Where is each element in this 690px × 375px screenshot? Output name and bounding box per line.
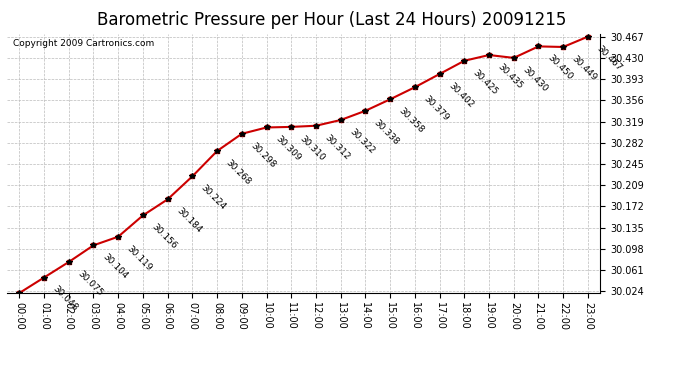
Text: 30.021: 30.021: [0, 374, 1, 375]
Text: 30.338: 30.338: [373, 118, 401, 147]
Text: 30.309: 30.309: [273, 134, 302, 163]
Text: Copyright 2009 Cartronics.com: Copyright 2009 Cartronics.com: [13, 39, 154, 48]
Text: 30.119: 30.119: [125, 244, 154, 272]
Text: 30.449: 30.449: [570, 54, 599, 82]
Text: 30.075: 30.075: [76, 269, 104, 298]
Text: 30.322: 30.322: [348, 127, 376, 156]
Text: 30.048: 30.048: [51, 285, 79, 313]
Text: 30.402: 30.402: [446, 81, 475, 110]
Text: 30.224: 30.224: [199, 183, 228, 212]
Text: 30.430: 30.430: [521, 65, 549, 93]
Text: 30.467: 30.467: [595, 44, 624, 72]
Text: 30.358: 30.358: [397, 106, 426, 135]
Text: 30.425: 30.425: [471, 68, 500, 96]
Text: 30.104: 30.104: [100, 252, 129, 281]
Text: 30.312: 30.312: [323, 133, 351, 161]
Text: 30.450: 30.450: [545, 53, 574, 82]
Text: 30.184: 30.184: [175, 206, 203, 235]
Text: 30.310: 30.310: [298, 134, 327, 163]
Text: 30.156: 30.156: [150, 222, 179, 251]
Text: 30.268: 30.268: [224, 158, 253, 187]
Text: 30.435: 30.435: [496, 62, 524, 91]
Text: 30.379: 30.379: [422, 94, 451, 123]
Text: Barometric Pressure per Hour (Last 24 Hours) 20091215: Barometric Pressure per Hour (Last 24 Ho…: [97, 11, 566, 29]
Text: 30.298: 30.298: [248, 141, 277, 170]
